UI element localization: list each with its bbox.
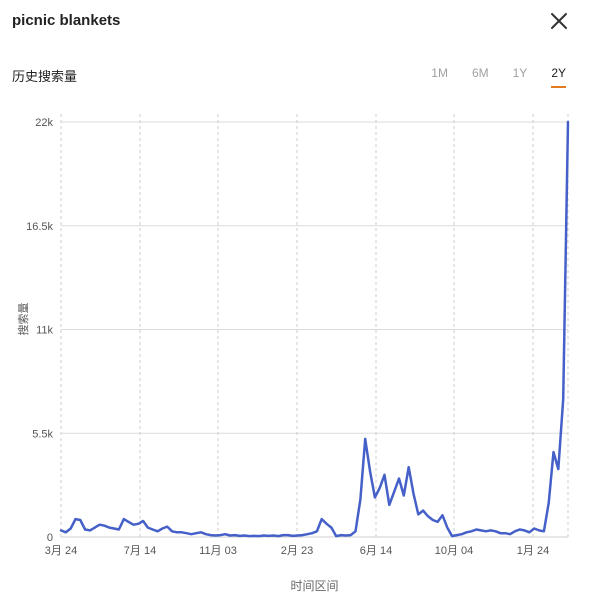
close-icon[interactable] <box>548 10 570 32</box>
range-6m[interactable]: 6M <box>471 66 489 80</box>
x-tick-label: 6月 14 <box>360 545 392 557</box>
series-line <box>59 120 570 538</box>
x-tick-label: 2月 23 <box>281 545 313 557</box>
y-tick-label: 0 <box>47 532 53 544</box>
page-title: picnic blankets <box>12 12 121 29</box>
range-1m[interactable]: 1M <box>431 66 448 80</box>
x-tick-label: 1月 24 <box>517 545 549 557</box>
y-axis-label: 搜索量 <box>16 303 30 336</box>
range-2y[interactable]: 2Y <box>551 66 566 88</box>
x-tick-label: 10月 04 <box>435 545 474 557</box>
y-tick-label: 11k <box>36 325 53 337</box>
x-tick-label: 7月 14 <box>124 545 156 557</box>
chart-subtitle: 历史搜索量 <box>12 69 78 84</box>
y-tick-label: 22k <box>35 117 53 129</box>
x-tick-label: 11月 03 <box>199 545 237 557</box>
y-tick-label: 16.5k <box>26 221 53 233</box>
y-tick-label: 5.5k <box>32 428 53 440</box>
x-tick-label: 3月 24 <box>45 545 77 557</box>
range-selector: 1M 6M 1Y 2Y <box>431 66 566 88</box>
range-1y[interactable]: 1Y <box>512 66 528 80</box>
x-axis-label: 时间区间 <box>290 579 338 593</box>
